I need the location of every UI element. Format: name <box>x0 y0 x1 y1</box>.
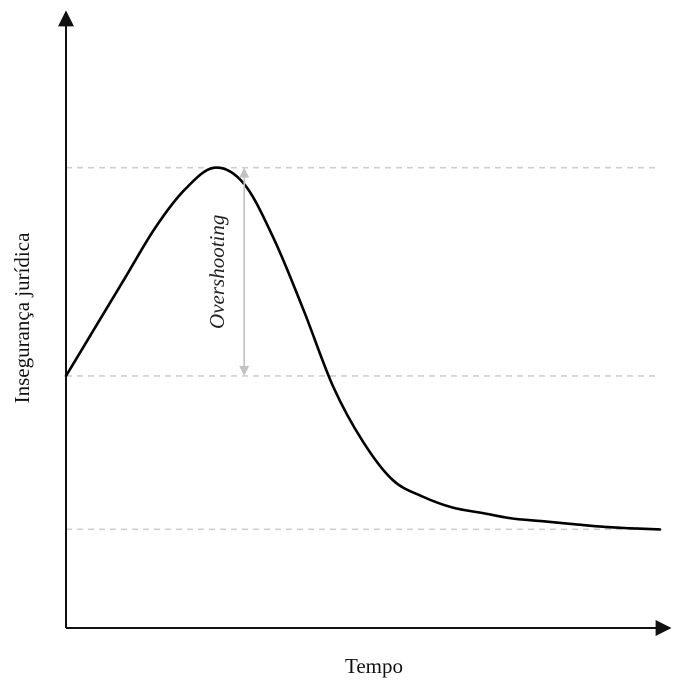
overshooting-arrow-head-bottom <box>239 365 250 376</box>
overshooting-arrow-head-top <box>239 167 250 178</box>
x-axis-label: Tempo <box>345 654 403 678</box>
y-axis-label: Insegurança jurídica <box>10 232 34 404</box>
overshooting-arrow <box>239 167 250 376</box>
overshooting-label: Overshooting <box>205 215 229 329</box>
series-curve <box>64 166 662 531</box>
reference-lines <box>66 166 660 531</box>
